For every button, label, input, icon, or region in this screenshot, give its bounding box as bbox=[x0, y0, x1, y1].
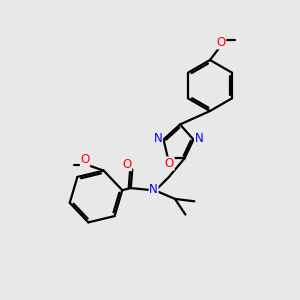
Text: O: O bbox=[217, 36, 226, 49]
Text: O: O bbox=[165, 157, 174, 170]
Text: O: O bbox=[122, 158, 131, 171]
Text: N: N bbox=[154, 132, 163, 146]
Text: N: N bbox=[149, 183, 158, 196]
Text: N: N bbox=[194, 132, 203, 146]
Text: O: O bbox=[80, 153, 90, 166]
